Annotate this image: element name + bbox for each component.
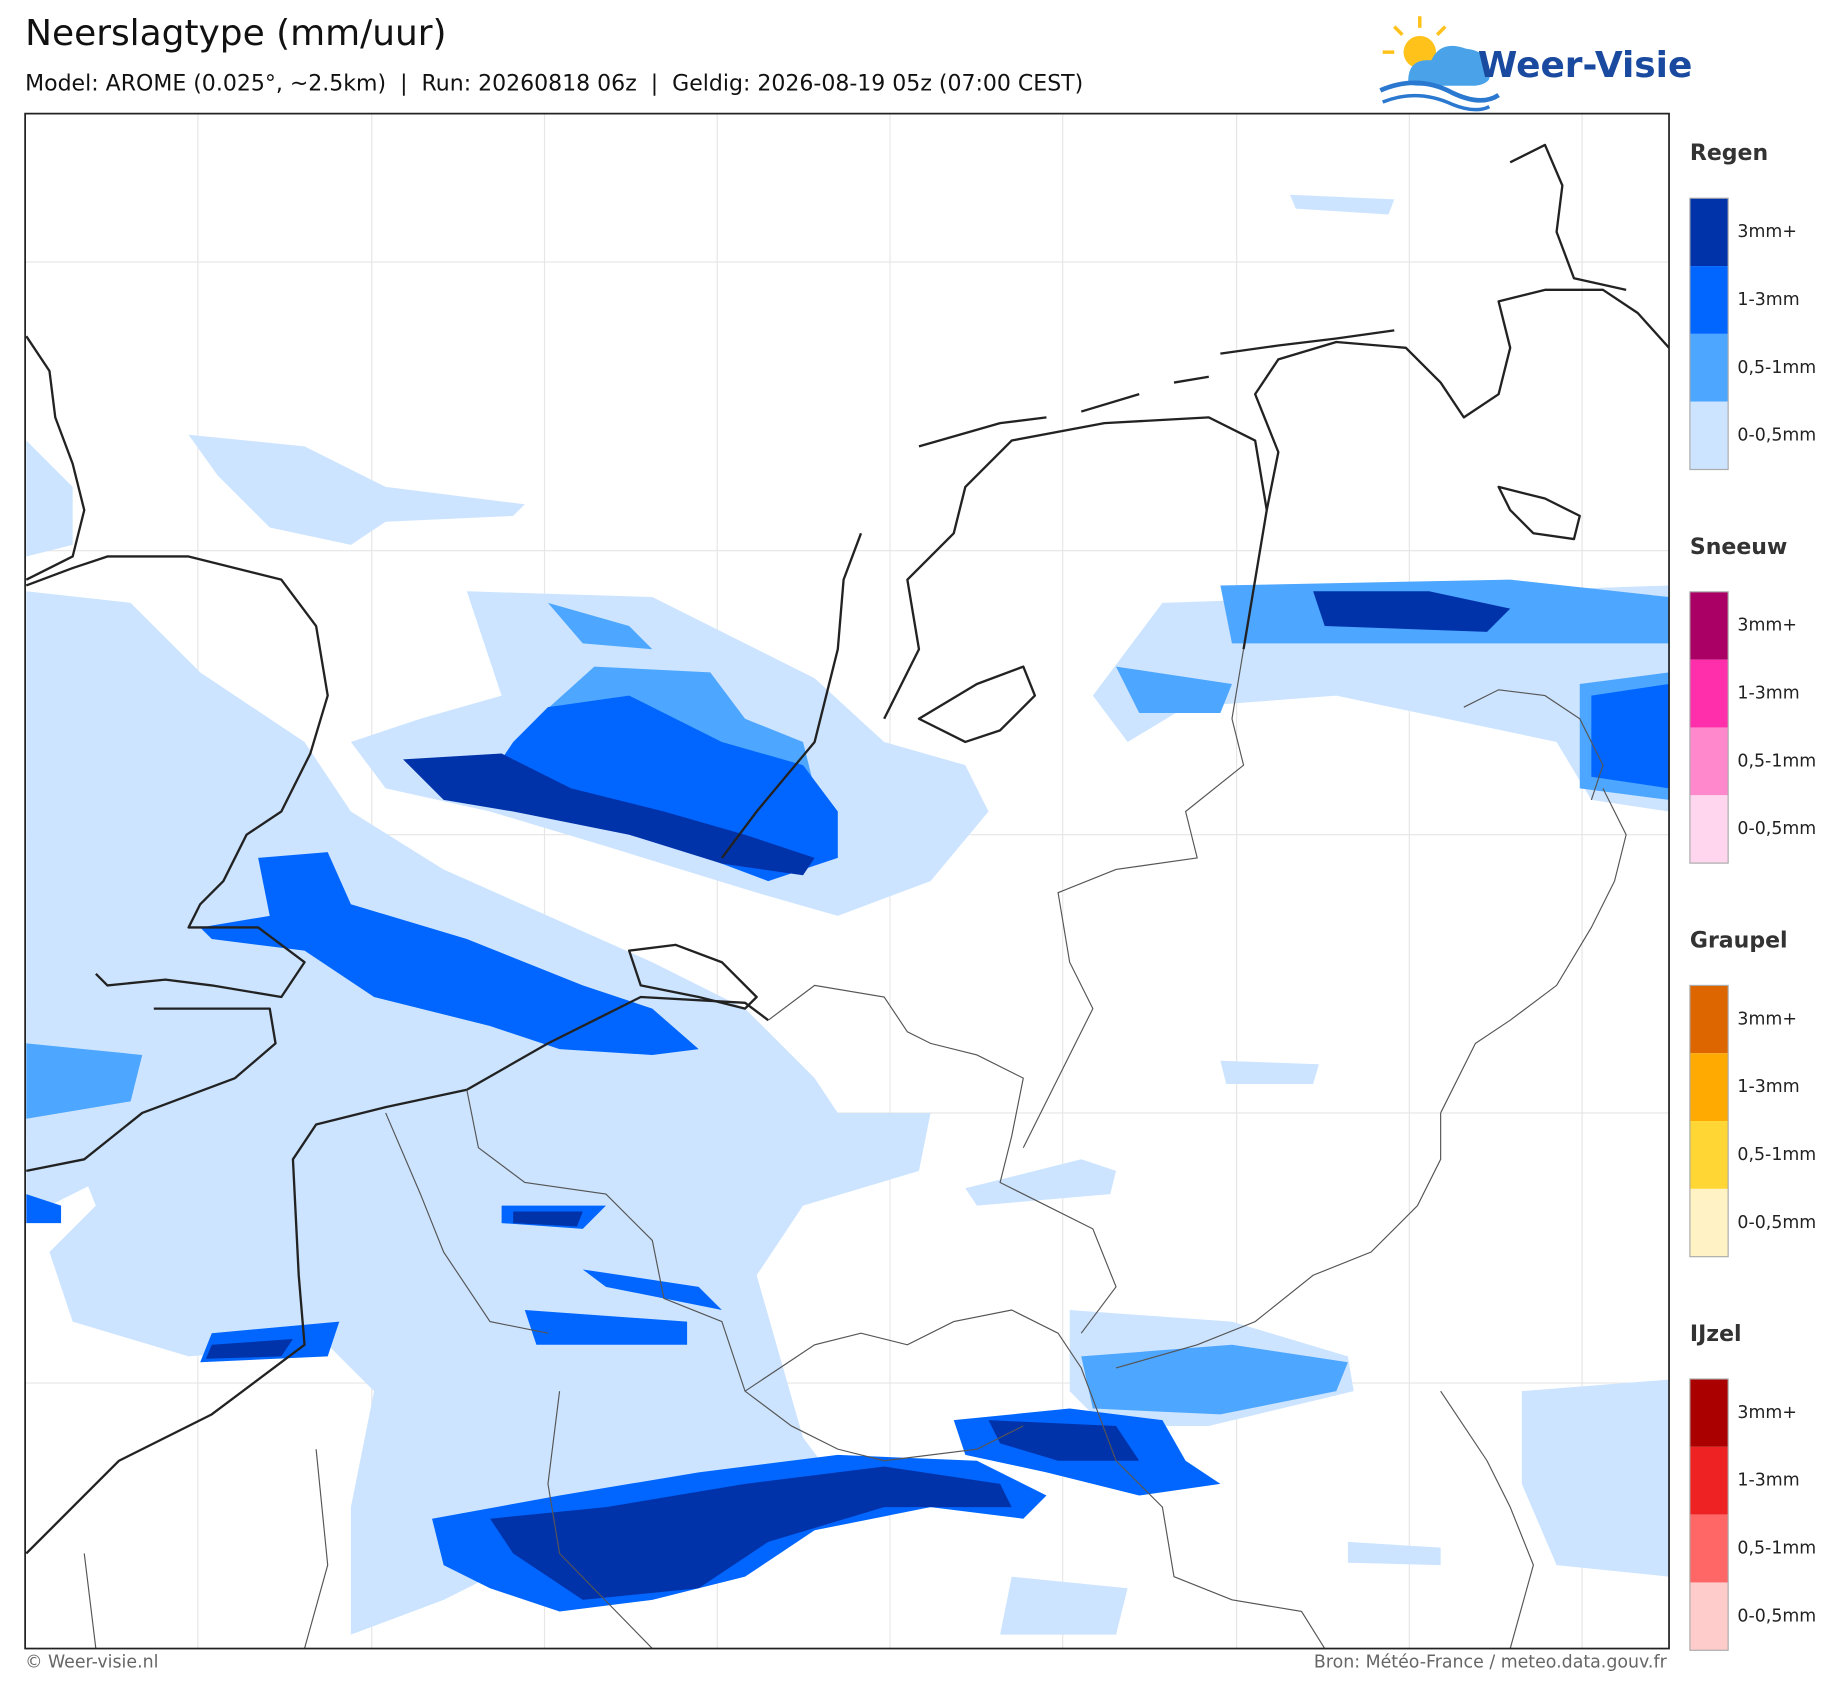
legend-swatch bbox=[1689, 1188, 1729, 1257]
legend-section: Graupel 3mm+ 1-3mm 0,5-1mm 0-0,5mm bbox=[1689, 928, 1816, 1258]
legend-swatch bbox=[1689, 591, 1729, 660]
legend-title: IJzel bbox=[1690, 1322, 1742, 1347]
legend-label: 1-3mm bbox=[1737, 1077, 1799, 1097]
legend-label: 0,5-1mm bbox=[1737, 1539, 1816, 1559]
legend-swatch bbox=[1689, 1446, 1729, 1515]
legend-swatch bbox=[1689, 985, 1729, 1054]
legend-swatch bbox=[1689, 333, 1729, 402]
subtitle: Model: AROME (0.025°, ~2.5km) | Run: 202… bbox=[25, 72, 1083, 97]
legend-label: 3mm+ bbox=[1737, 1403, 1796, 1423]
legend-swatch bbox=[1689, 659, 1729, 728]
legend-label: 1-3mm bbox=[1737, 290, 1799, 310]
logo-text: Weer-Visie bbox=[1478, 45, 1693, 86]
legend-section: IJzel 3mm+ 1-3mm 0,5-1mm 0-0,5mm bbox=[1689, 1322, 1816, 1651]
legend-label: 0-0,5mm bbox=[1737, 819, 1816, 839]
footer-source: Bron: Météo-France / meteo.data.gouv.fr bbox=[1314, 1652, 1668, 1672]
coastlines bbox=[25, 143, 1670, 1555]
legend-section: Sneeuw 3mm+ 1-3mm 0,5-1mm 0-0,5mm bbox=[1689, 535, 1816, 864]
legend-label: 3mm+ bbox=[1737, 616, 1796, 636]
legend-swatch bbox=[1689, 795, 1729, 864]
legend-label: 0-0,5mm bbox=[1737, 1606, 1816, 1626]
map bbox=[24, 112, 1670, 1650]
legend: Regen 3mm+ 1-3mm 0,5-1mm 0-0,5mm Sneeuw 3mm+ 1-… bbox=[1689, 141, 1816, 1651]
legend-section: Regen 3mm+ 1-3mm 0,5-1mm 0-0,5mm bbox=[1689, 141, 1816, 471]
legend-label: 0-0,5mm bbox=[1737, 1213, 1816, 1233]
legend-title: Sneeuw bbox=[1690, 535, 1787, 560]
legend-label: 0,5-1mm bbox=[1737, 358, 1816, 378]
legend-swatch bbox=[1689, 727, 1729, 796]
legend-frame bbox=[1689, 1378, 1729, 1651]
legend-label: 3mm+ bbox=[1737, 1009, 1796, 1029]
legend-frame bbox=[1689, 197, 1729, 471]
legend-swatch bbox=[1689, 1514, 1729, 1583]
legend-swatch bbox=[1689, 1378, 1729, 1447]
legend-label: 0,5-1mm bbox=[1737, 1145, 1816, 1165]
logo: Weer-Visie bbox=[1379, 16, 1693, 112]
borders bbox=[83, 649, 1627, 1649]
legend-label: 0-0,5mm bbox=[1737, 426, 1816, 446]
legend-frame bbox=[1689, 984, 1729, 1258]
title: Neerslagtype (mm/uur) bbox=[25, 13, 446, 54]
footer-credit: © Weer-visie.nl bbox=[25, 1652, 158, 1672]
precipitation-very-heavy bbox=[205, 591, 1511, 1600]
legend-swatch bbox=[1689, 266, 1729, 334]
legend-label: 1-3mm bbox=[1737, 684, 1799, 704]
legend-label: 0,5-1mm bbox=[1737, 751, 1816, 771]
legend-swatch bbox=[1689, 198, 1729, 267]
legend-frame bbox=[1689, 591, 1729, 864]
legend-swatch bbox=[1689, 1121, 1729, 1189]
legend-swatch bbox=[1689, 1582, 1729, 1651]
legend-swatch bbox=[1689, 401, 1729, 470]
legend-title: Regen bbox=[1690, 141, 1768, 166]
legend-label: 1-3mm bbox=[1737, 1471, 1799, 1491]
legend-swatch bbox=[1689, 1053, 1729, 1122]
legend-label: 3mm+ bbox=[1737, 222, 1796, 242]
legend-title: Graupel bbox=[1690, 928, 1788, 953]
